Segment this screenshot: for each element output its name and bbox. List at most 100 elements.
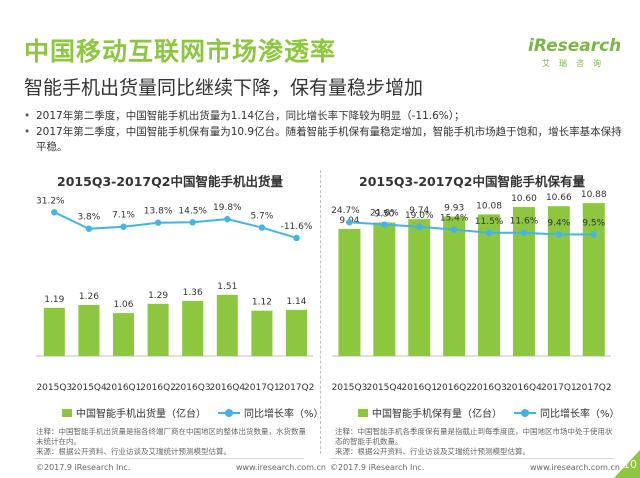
- line-point: [85, 225, 93, 232]
- bar: [547, 206, 570, 356]
- x-tick-label: 2016Q3: [471, 383, 507, 393]
- bar: [338, 228, 361, 356]
- footer-url: www.iresearch.com.cn: [236, 463, 326, 472]
- bar: [582, 203, 605, 356]
- right-chart-title: 2015Q3-2017Q2中国智能手机保有量: [359, 174, 585, 189]
- legend-bar-label: 中国智能手机出货量（亿台）: [76, 409, 206, 420]
- left-chart-note: 注释：中国智能手机出货量是指各终端厂商在中国地区的整体出货数量，水货数量未统计在…: [36, 427, 306, 456]
- x-tick-label: 2016Q3: [175, 383, 211, 393]
- line-point: [51, 209, 58, 216]
- line-value-label: 13.8%: [144, 207, 173, 217]
- line-value-label: 21.8%: [370, 209, 399, 219]
- bullet-item: 2017年第二季度，中国智能手机保有量为10.9亿台。随着智能手机保有量稳定增加…: [24, 125, 624, 155]
- left-chart-legend: 中国智能手机出货量（亿台） 同比增长率（%）: [62, 405, 324, 420]
- legend-bar-swatch: [62, 408, 72, 417]
- line-point: [189, 219, 196, 226]
- x-tick-label: 2016Q4: [209, 383, 245, 393]
- line-value-label: 11.6%: [510, 217, 539, 227]
- x-tick-label: 2017Q1: [244, 383, 280, 393]
- iresearch-logo: iResearch 艾瑞咨询: [528, 36, 624, 72]
- legend-bar-swatch: [358, 408, 368, 417]
- legend-bar-label: 中国智能手机保有量（亿台）: [372, 409, 502, 420]
- page-title: 中国移动互联网市场渗透率: [24, 37, 337, 66]
- line-point: [450, 226, 458, 233]
- line-point: [381, 221, 388, 228]
- bar-value-label: 1.29: [148, 291, 168, 301]
- bar-value-label: 10.88: [581, 190, 607, 200]
- footer-copyright: ©2017.9 iResearch Inc.: [36, 463, 131, 472]
- x-tick-label: 2016Q2: [436, 383, 472, 393]
- line-point: [485, 229, 493, 236]
- line-value-label: 19.8%: [213, 203, 242, 213]
- left-chart-title: 2015Q3-2017Q2中国智能手机出货量: [57, 174, 283, 189]
- bar-value-label: 1.06: [113, 300, 133, 310]
- bar-value-label: 1.36: [183, 288, 203, 298]
- line-value-label: 7.1%: [112, 211, 135, 221]
- footer-copyright: ©2017.9 iResearch Inc.: [330, 463, 425, 472]
- bar-value-label: 1.14: [286, 297, 306, 307]
- footer-rule: [330, 458, 614, 459]
- bar-value-label: 9.50: [374, 210, 394, 220]
- footer-rule: [34, 458, 304, 459]
- legend-line-label: 同比增长率（%）: [244, 409, 324, 420]
- bar: [478, 214, 501, 356]
- bar-value-label: 9.74: [409, 206, 429, 216]
- line-point: [590, 231, 597, 238]
- line-point: [293, 234, 300, 242]
- line-value-label: 15.4%: [440, 214, 469, 224]
- chart-divider: [320, 170, 321, 454]
- legend-line-swatch: [218, 408, 240, 417]
- right-chart-note: 注释：中国智能手机各季度保有量是指截止到每季度底，中国地区市场中处于使用状态的智…: [335, 427, 613, 456]
- line-value-label: 19.0%: [405, 211, 434, 221]
- bar-value-label: 1.19: [44, 295, 64, 305]
- bar: [43, 307, 65, 356]
- line-value-label: 5.7%: [250, 212, 273, 222]
- bar: [512, 207, 535, 356]
- logo-subtext: 艾瑞咨询: [542, 59, 610, 68]
- line-value-label: 14.5%: [178, 206, 207, 216]
- line-point: [520, 229, 528, 236]
- bar: [216, 294, 238, 356]
- bar-value-label: 10.66: [546, 193, 572, 203]
- bar-value-label: 1.26: [79, 292, 99, 302]
- summary-bullets: 2017年第二季度，中国智能手机出货量为1.14亿台，同比增长率下降较为明显（-…: [24, 109, 624, 156]
- x-tick-label: 2016Q1: [106, 383, 142, 393]
- line-point: [258, 224, 266, 231]
- line-value-label: 24.7%: [331, 206, 360, 216]
- page-subtitle: 智能手机出货量同比继续下降，保有量稳步增加: [24, 77, 424, 99]
- line-value-label: -11.6%: [281, 222, 313, 232]
- x-tick-label: 2016Q1: [401, 383, 437, 393]
- series-line: [53, 211, 297, 239]
- x-tick-label: 2016Q2: [140, 383, 176, 393]
- bar-value-label: 1.12: [252, 298, 272, 308]
- legend-line-swatch: [514, 408, 536, 417]
- line-value-label: 9.5%: [582, 218, 605, 228]
- line-point: [346, 219, 353, 226]
- x-tick-label: 2015Q3: [332, 383, 368, 393]
- x-tick-label: 2015Q4: [71, 383, 107, 393]
- bar: [251, 310, 273, 356]
- logo-text: iResearch: [528, 36, 622, 56]
- line-point: [120, 223, 127, 230]
- line-value-label: 9.4%: [547, 218, 570, 228]
- bar-value-label: 10.08: [476, 201, 502, 211]
- line-point: [224, 215, 231, 223]
- bar: [182, 300, 204, 356]
- bullet-item: 2017年第二季度，中国智能手机出货量为1.14亿台，同比增长率下降较为明显（-…: [24, 109, 624, 124]
- bar-value-label: 10.60: [511, 194, 537, 204]
- x-tick-label: 2015Q4: [366, 383, 402, 393]
- line-value-label: 11.5%: [475, 217, 504, 227]
- x-tick-label: 2015Q3: [36, 383, 72, 393]
- bar: [443, 216, 466, 356]
- line-value-label: 3.8%: [77, 213, 100, 223]
- bar-value-label: 9.93: [444, 203, 464, 213]
- bar-value-label: 1.51: [217, 282, 237, 292]
- line-point: [555, 231, 563, 238]
- x-tick-label: 2017Q2: [576, 383, 612, 393]
- bar: [286, 309, 307, 356]
- right-chart-legend: 中国智能手机保有量（亿台） 同比增长率（%）: [358, 405, 620, 420]
- bar: [408, 219, 431, 356]
- footer-url: www.iresearch.com.cn: [530, 463, 620, 472]
